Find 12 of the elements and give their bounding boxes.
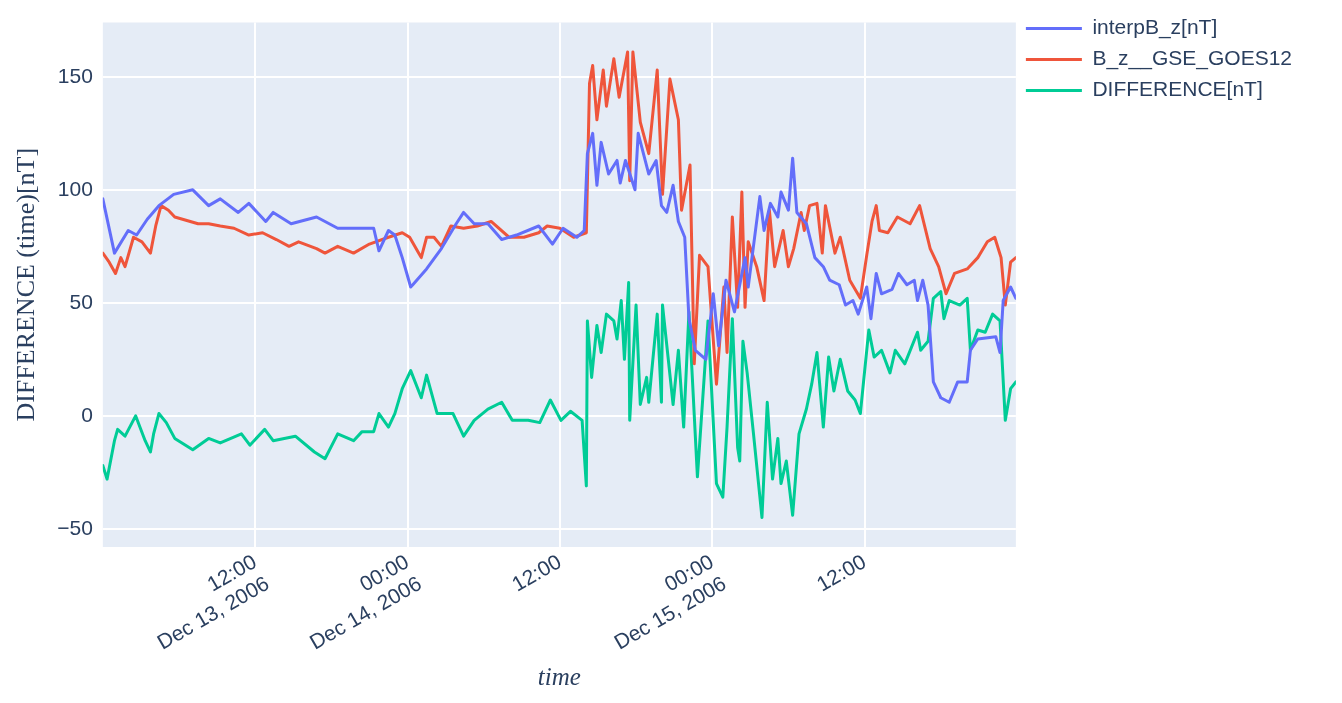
x-tick-label: 00:00 Dec 14, 2006 (305, 549, 426, 654)
y-tick-label: 150 (57, 63, 93, 87)
y-axis-title: DIFFERENCE (time)[nT] (11, 147, 41, 422)
legend-label: DIFFERENCE[nT] (1092, 77, 1263, 101)
y-tick-label: −50 (57, 515, 93, 539)
y-tick-label: 100 (57, 176, 93, 200)
legend-label: interpB_z[nT] (1092, 15, 1218, 40)
legend-label: B_z__GSE_GOES12 (1092, 46, 1293, 71)
x-tick-label: 00:00 Dec 15, 2006 (610, 549, 730, 654)
y-tick-label: 50 (69, 289, 93, 313)
x-axis-title: time (537, 662, 581, 690)
y-tick-label: 0 (81, 402, 93, 426)
